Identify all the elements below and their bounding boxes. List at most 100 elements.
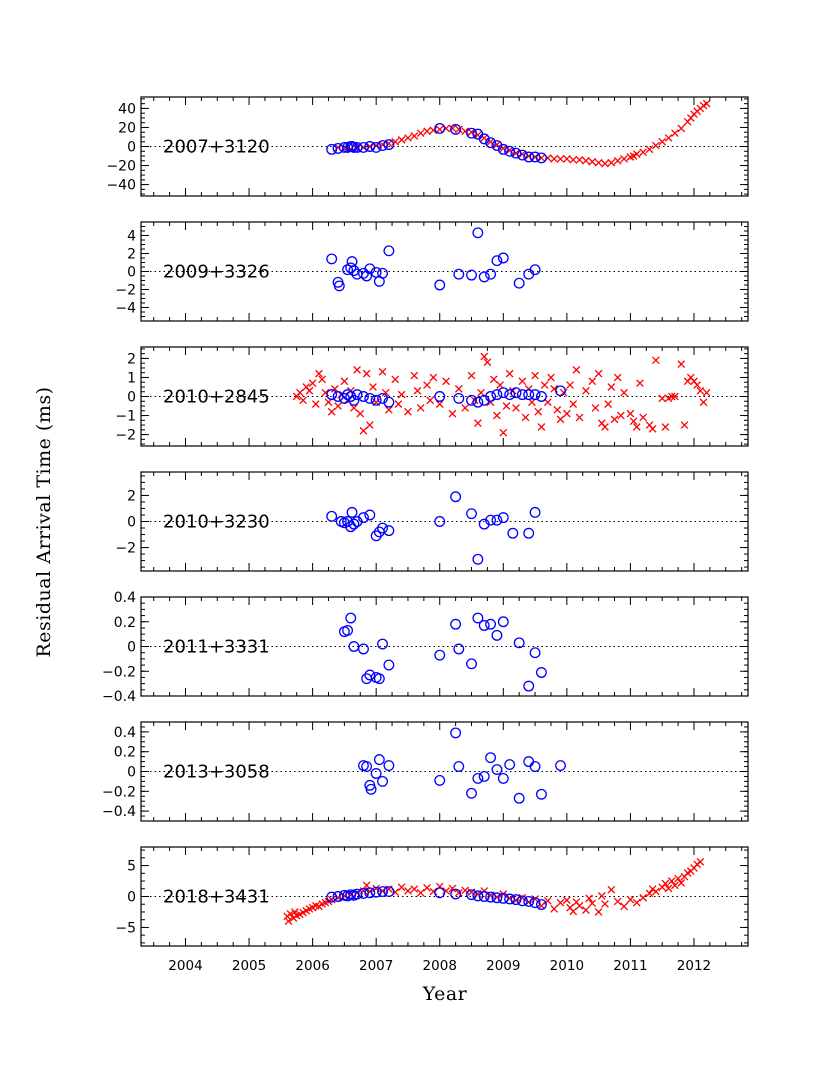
circle-marker [529,897,541,909]
cross-marker [461,127,470,136]
circle-marker [516,149,528,161]
circle-marker [364,263,376,275]
cross-marker [397,390,406,399]
cross-marker [607,885,616,894]
circle-marker [491,629,503,641]
cross-marker [626,409,635,418]
cross-marker [493,411,501,420]
x-tick-label: 2008 [423,958,457,974]
cross-marker [356,409,365,418]
circle-marker [434,774,446,786]
cross-marker [521,413,530,422]
cross-marker [636,379,644,388]
y-tick-label: 0 [127,515,136,531]
circle-marker [485,618,497,630]
cross-marker [639,893,647,902]
circle-marker [345,391,357,402]
circle-marker [450,123,462,135]
y-tick-label: 0.2 [114,745,136,761]
cross-marker [585,894,593,903]
cross-marker [350,404,358,412]
cross-marker [413,386,422,395]
y-tick-label: 0 [127,140,136,156]
cross-marker [505,369,514,378]
circle-marker [472,890,484,902]
cross-marker [362,369,371,378]
cross-marker [385,139,393,148]
circle-marker [491,892,503,904]
x-tick-label: 2011 [613,958,647,974]
cross-marker [397,883,406,892]
circle-marker [346,506,358,518]
cross-marker [381,388,390,397]
cross-marker [531,371,539,380]
circle-marker [326,389,338,401]
x-axis-label: Year [422,983,468,1005]
cross-marker [518,377,527,386]
y-tick-label: 0 [127,765,136,781]
cross-marker [696,386,705,395]
cross-marker [588,157,597,166]
circle-marker [326,253,338,265]
y-tick-label: 1 [127,370,136,386]
x-tick-label: 2006 [295,958,329,974]
circle-marker [478,133,490,145]
cross-marker [404,407,412,416]
cross-marker [547,373,555,382]
circle-marker [523,756,535,768]
circle-marker [497,143,509,155]
y-tick-label: −0.4 [102,689,136,705]
circle-marker [478,271,490,283]
circle-marker [485,268,497,280]
cross-marker [569,400,578,408]
circle-marker [450,888,462,900]
y-tick-label: 2 [127,247,136,263]
y-tick-label: −4 [115,301,136,317]
cross-marker [645,889,654,898]
circle-marker [333,280,345,292]
cross-marker [582,906,590,914]
cross-marker [658,137,667,146]
cross-marker [629,417,638,426]
circle-marker [485,752,497,764]
circle-marker [529,761,541,773]
y-tick-label: 2 [127,488,136,504]
circle-marker [466,787,477,799]
cross-marker [378,367,387,376]
cross-marker [429,126,438,135]
cross-marker [664,134,673,142]
cross-marker [550,155,559,163]
cross-marker [442,887,450,895]
cross-marker [556,155,565,163]
cross-marker [404,134,412,142]
circle-marker [491,140,503,151]
circle-marker [377,392,388,404]
pulsar-name-label: 2011+3331 [163,637,270,658]
circle-marker [523,151,535,163]
circle-marker [478,394,490,406]
circle-marker [383,525,395,537]
cross-marker [305,386,314,395]
circle-marker [370,886,382,898]
circle-marker [434,649,446,661]
circle-marker [535,152,547,164]
circle-marker [491,389,503,401]
y-tick-label: 0.2 [114,615,136,631]
cross-marker [645,145,654,154]
circle-marker [345,262,357,274]
circle-marker [351,142,363,153]
cross-marker [448,124,457,133]
cross-marker [556,898,565,907]
cross-marker [674,874,682,883]
cross-marker [658,394,667,403]
circle-marker [523,680,535,692]
cross-marker [582,156,590,165]
circle-marker [491,514,503,526]
cross-marker [607,158,616,167]
cross-marker [601,159,609,168]
cross-marker [651,141,660,150]
cross-marker [334,402,342,410]
cross-marker [562,409,571,418]
cross-marker [499,144,508,153]
cross-marker [489,375,498,384]
